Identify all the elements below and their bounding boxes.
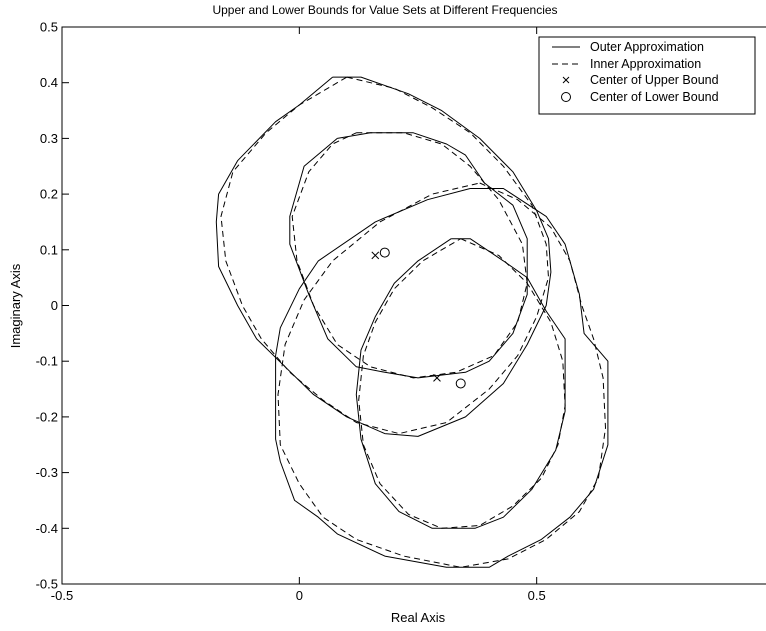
inner-approximation-line [291, 132, 528, 379]
legend-label-outer: Outer Approximation [590, 40, 704, 54]
y-axis-ticks: -0.5 -0.4 -0.3 -0.2 -0.1 0 0.1 0.2 0.3 0.4 0.5 [36, 20, 69, 592]
legend-label-lower-center: Center of Lower Bound [590, 90, 719, 104]
y-tick-label: -0.3 [36, 465, 58, 480]
outer-approximation-line [215, 76, 552, 437]
outer-approximation-line [355, 238, 566, 529]
legend-label-inner: Inner Approximation [590, 57, 701, 71]
inner-approximation-line [358, 238, 566, 529]
y-tick-label: -0.4 [36, 521, 58, 536]
legend-label-upper-center: Center of Upper Bound [590, 73, 719, 87]
inner-approximation-line [277, 182, 606, 568]
value-set-boundaries [215, 76, 609, 568]
outer-approximation-line [275, 188, 609, 568]
outer-approximation-line [289, 132, 528, 379]
legend-circle-marker [561, 92, 571, 102]
center-markers [371, 247, 466, 389]
y-tick-label: 0.3 [40, 131, 58, 146]
y-tick-label: 0.1 [40, 242, 58, 257]
chart-title: Upper and Lower Bounds for Value Sets at… [212, 3, 557, 17]
legend: Outer Approximation Inner Approximation … [538, 36, 756, 115]
x-tick-label: -0.5 [51, 588, 73, 603]
upper-bound-center-marker [371, 251, 380, 260]
y-tick-label: -0.5 [36, 577, 58, 592]
y-tick-label: 0.2 [40, 187, 58, 202]
y-tick-label: -0.1 [36, 354, 58, 369]
legend-box [538, 36, 756, 115]
inner-approximation-line [220, 76, 549, 435]
y-tick-label: -0.2 [36, 409, 58, 424]
y-axis-label: Imaginary Axis [8, 263, 23, 348]
lower-bound-center-marker [379, 247, 390, 258]
x-axis-ticks: -0.5 0 0.5 [51, 27, 546, 603]
x-tick-label: 0.5 [528, 588, 546, 603]
y-tick-label: 0.4 [40, 75, 58, 90]
x-axis-label: Real Axis [391, 610, 446, 625]
plot-area [61, 26, 766, 585]
y-tick-label: 0.5 [40, 20, 58, 35]
upper-bound-center-marker [433, 374, 441, 382]
y-tick-label: 0 [51, 298, 58, 313]
x-tick-label: 0 [296, 588, 303, 603]
legend-x-marker [562, 76, 570, 84]
lower-bound-center-marker [455, 378, 466, 389]
